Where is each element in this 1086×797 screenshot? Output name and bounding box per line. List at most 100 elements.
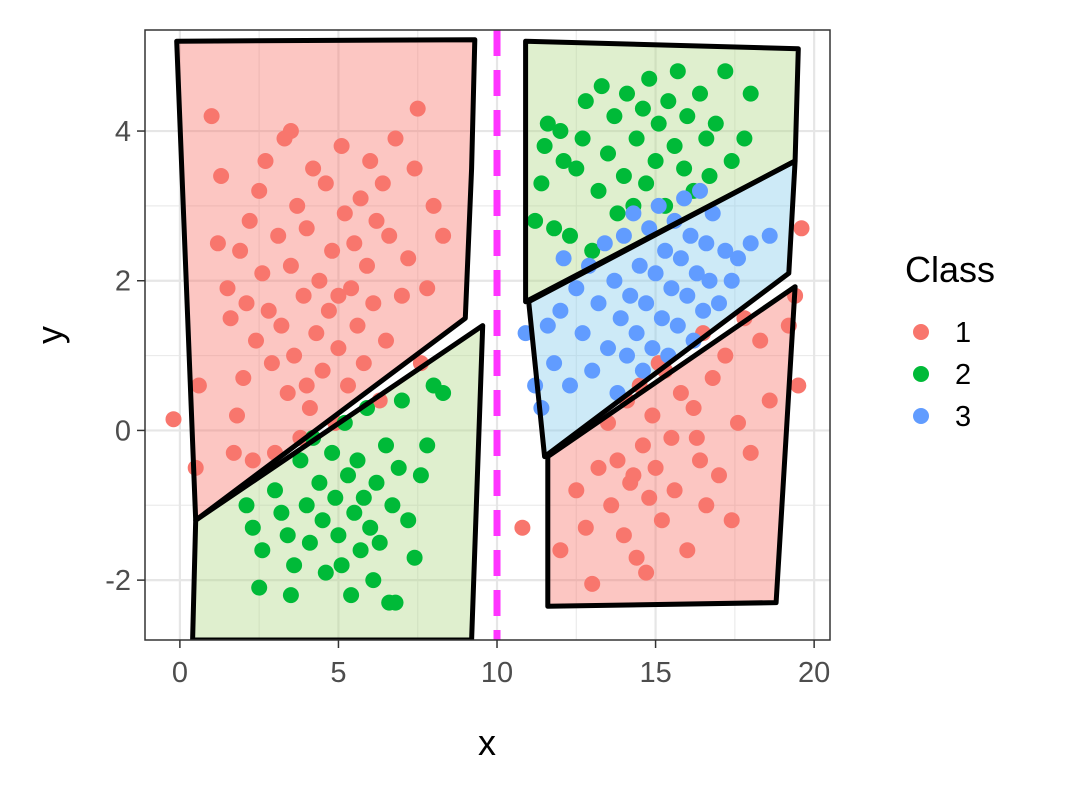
data-point-class-3 <box>552 302 569 319</box>
data-point-class-2 <box>393 392 410 409</box>
data-point-class-2 <box>298 497 315 514</box>
data-point-class-1 <box>219 280 236 297</box>
region-outline-class-3 <box>526 158 798 460</box>
data-point-class-1 <box>692 452 708 469</box>
data-point-class-1 <box>301 400 318 416</box>
data-point-class-2 <box>314 512 331 529</box>
data-point-class-1 <box>790 377 807 394</box>
data-point-class-1 <box>409 100 426 117</box>
data-point-class-3 <box>717 242 734 259</box>
plot-panel-border <box>144 29 831 641</box>
data-point-class-1 <box>644 407 661 424</box>
data-point-class-3 <box>679 287 696 304</box>
data-point-class-1 <box>355 355 372 372</box>
data-point-class-2 <box>238 497 255 514</box>
data-point-class-2 <box>562 227 578 244</box>
data-point-class-1 <box>374 175 391 192</box>
data-point-class-1 <box>346 235 363 252</box>
data-point-class-3 <box>711 295 727 312</box>
data-point-class-3 <box>606 272 623 289</box>
data-point-class-1 <box>761 392 778 409</box>
data-point-class-3 <box>584 362 601 379</box>
data-point-class-3 <box>631 257 648 274</box>
data-point-class-1 <box>359 257 375 274</box>
data-point-class-1 <box>638 564 655 581</box>
data-point-class-1 <box>568 482 585 499</box>
data-point-class-1 <box>260 302 277 319</box>
data-point-class-3 <box>562 377 578 394</box>
data-point-class-2 <box>717 63 734 80</box>
legend-label-class-2: 2 <box>955 359 971 391</box>
data-point-class-3 <box>612 310 629 327</box>
region-fill-class-2 <box>525 41 799 302</box>
data-point-class-3 <box>546 355 563 372</box>
data-point-class-2 <box>311 474 328 491</box>
data-point-class-2 <box>638 175 655 192</box>
data-point-class-1 <box>717 347 734 364</box>
data-point-class-3 <box>628 325 645 342</box>
y-axis-title: y <box>29 326 70 344</box>
data-point-class-2 <box>343 587 360 604</box>
data-point-class-2 <box>330 527 347 544</box>
data-point-class-2 <box>650 115 667 132</box>
data-point-class-1 <box>752 332 769 349</box>
data-point-class-1 <box>330 287 347 304</box>
data-point-class-1 <box>378 332 394 349</box>
data-point-class-1 <box>336 205 353 222</box>
data-point-class-2 <box>736 130 753 147</box>
data-point-class-3 <box>723 272 740 289</box>
data-point-class-1 <box>685 400 702 416</box>
data-point-class-2 <box>371 534 388 551</box>
legend: Class 1 2 3 <box>905 249 995 433</box>
data-point-class-2 <box>701 168 718 184</box>
legend-key-class-2 <box>913 366 929 382</box>
data-point-class-1 <box>365 295 382 312</box>
data-point-class-2 <box>435 385 452 401</box>
data-point-class-1 <box>238 295 255 312</box>
data-point-class-1 <box>340 377 356 394</box>
region-outline-class-1 <box>545 284 798 609</box>
data-point-class-1 <box>235 370 252 386</box>
data-point-class-3 <box>619 347 635 364</box>
data-point-class-2 <box>552 123 569 139</box>
data-point-class-1 <box>229 407 245 424</box>
data-point-class-1 <box>298 377 315 394</box>
data-point-class-2 <box>577 93 594 110</box>
x-tick-label: 20 <box>798 657 830 689</box>
data-point-class-3 <box>596 235 613 252</box>
data-point-class-1 <box>400 250 417 267</box>
data-point-class-2 <box>406 549 423 566</box>
data-point-class-3 <box>615 227 632 244</box>
data-point-class-2 <box>352 542 369 559</box>
region-outlines <box>174 37 801 640</box>
data-point-class-1 <box>263 355 280 372</box>
y-tick-label: 4 <box>115 116 131 148</box>
data-point-class-3 <box>688 265 705 282</box>
data-point-class-2 <box>546 220 563 237</box>
legend-entries: 1 2 3 <box>913 317 971 433</box>
data-point-class-1 <box>688 429 705 446</box>
legend-label-class-1: 1 <box>955 317 971 349</box>
data-point-class-1 <box>225 444 242 461</box>
data-point-class-1 <box>711 467 727 484</box>
legend-key-class-3 <box>913 408 929 424</box>
data-point-class-2 <box>279 527 296 544</box>
data-point-class-2 <box>584 242 601 259</box>
data-point-class-2 <box>666 138 683 154</box>
data-point-class-2 <box>273 504 290 521</box>
region-outline-class-2 <box>190 323 486 640</box>
data-point-class-3 <box>638 295 655 312</box>
data-point-class-2 <box>365 572 382 589</box>
data-point-class-2 <box>282 587 299 604</box>
axis-ticks: 0 5 10 15 20 -2 0 2 4 <box>105 116 830 689</box>
data-point-class-2 <box>362 519 379 536</box>
data-point-class-2 <box>533 175 550 192</box>
data-point-class-3 <box>682 227 699 244</box>
data-point-class-1 <box>666 482 683 499</box>
data-point-class-2 <box>539 115 556 132</box>
data-point-class-2 <box>527 212 544 229</box>
data-point-class-2 <box>676 160 693 177</box>
data-point-class-2 <box>346 504 363 521</box>
data-point-class-1 <box>362 153 379 169</box>
data-point-class-1 <box>628 549 645 566</box>
